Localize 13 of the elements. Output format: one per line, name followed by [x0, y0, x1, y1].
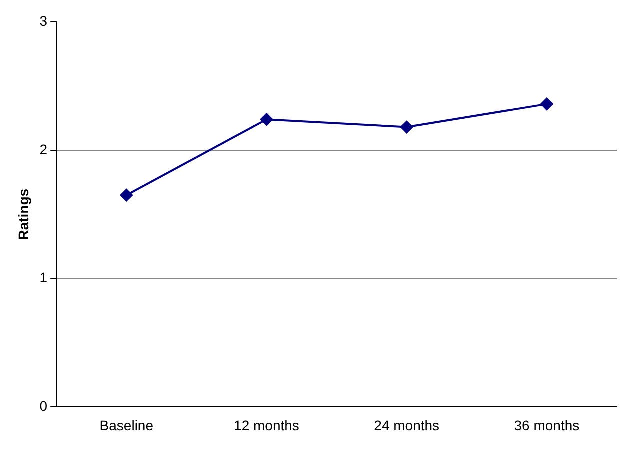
y-tick-label: 2: [40, 141, 48, 158]
point: [260, 113, 274, 126]
y-axis-title: Ratings: [15, 188, 32, 240]
y-tick-label: 1: [40, 270, 48, 286]
point: [400, 120, 414, 134]
x-tick-label: 36 months: [514, 417, 580, 434]
y-tick-label: 0: [40, 398, 48, 414]
y-tick-label: 3: [40, 12, 48, 29]
point: [540, 98, 554, 111]
x-tick-label: 24 months: [374, 417, 440, 434]
point: [120, 188, 134, 202]
x-tick-label: Baseline: [100, 417, 154, 434]
x-tick-label: 12 months: [234, 417, 300, 434]
